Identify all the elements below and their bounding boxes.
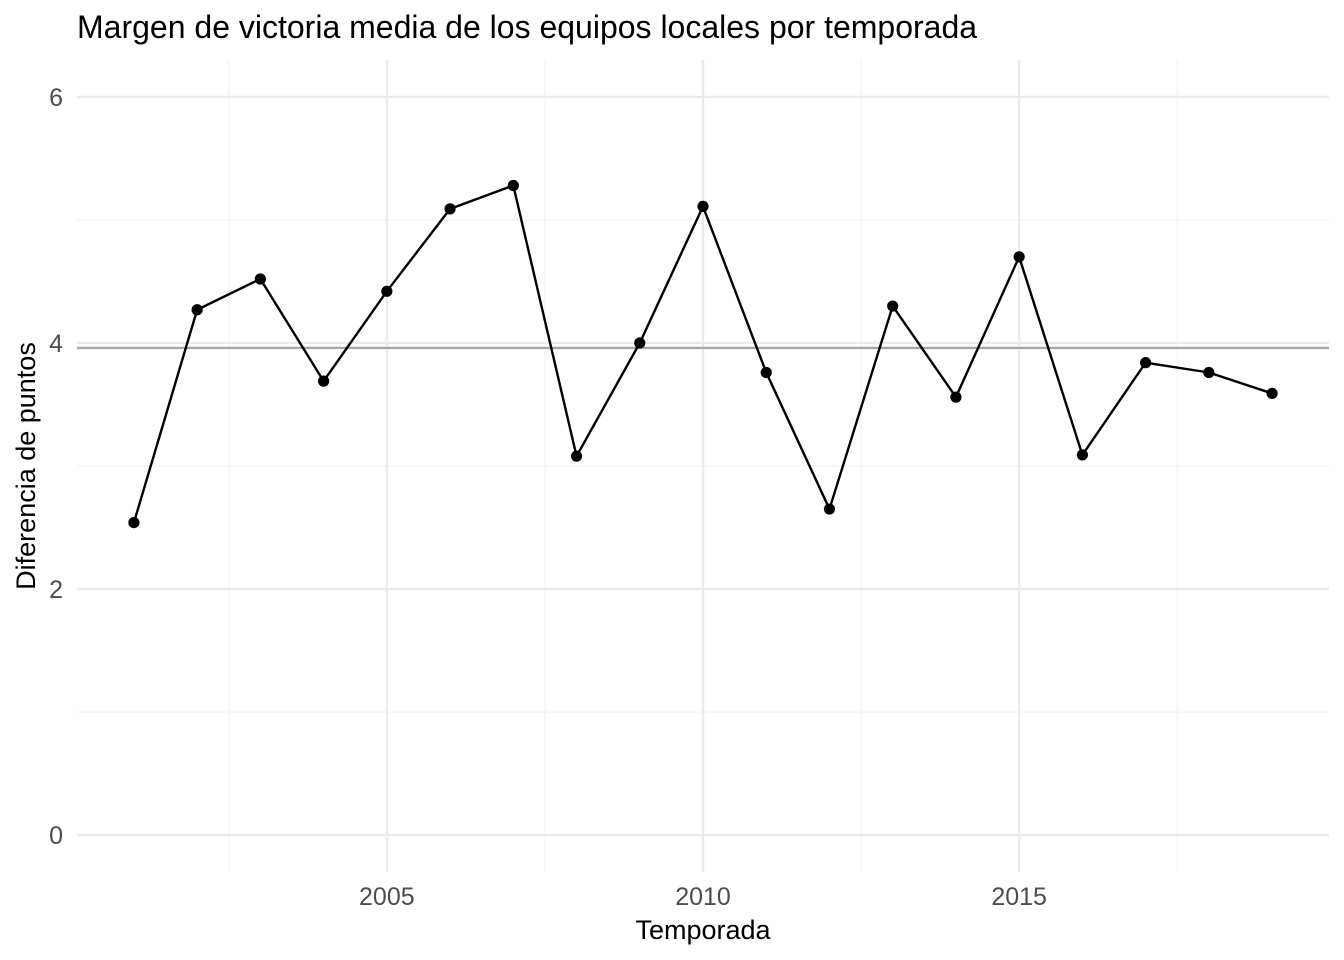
- data-point: [254, 273, 266, 285]
- data-point: [570, 450, 583, 462]
- y-tick-label: 6: [49, 84, 63, 112]
- data-point: [823, 503, 836, 515]
- major-gridlines: [77, 60, 1329, 872]
- points-layer: [128, 179, 1278, 529]
- y-tick-label: 2: [49, 576, 63, 604]
- data-point: [381, 285, 393, 297]
- data-point: [887, 300, 899, 312]
- chart-title: Margen de victoria media de los equipos …: [77, 9, 977, 45]
- data-point: [697, 200, 709, 213]
- x-tick-labels: 2005 2010 2015: [359, 883, 1047, 911]
- y-tick-label: 0: [49, 822, 63, 850]
- data-point: [444, 203, 456, 215]
- data-point: [128, 516, 140, 529]
- x-tick-label: 2015: [991, 883, 1047, 911]
- data-point: [950, 391, 962, 403]
- data-point: [1203, 366, 1215, 379]
- data-point: [1076, 449, 1088, 461]
- data-point: [760, 366, 772, 379]
- data-point: [634, 337, 646, 349]
- data-point: [318, 375, 330, 387]
- data-point: [1266, 387, 1278, 400]
- y-axis-title: Diferencia de puntos: [11, 342, 41, 590]
- x-tick-label: 2005: [359, 883, 415, 911]
- x-tick-label: 2010: [675, 883, 731, 911]
- data-point: [507, 179, 519, 192]
- y-tick-label: 4: [49, 330, 63, 358]
- data-point: [191, 304, 203, 316]
- data-point: [1013, 251, 1025, 263]
- x-axis-title: Temporada: [635, 915, 771, 945]
- y-tick-labels: 0 2 4 6: [49, 84, 63, 850]
- data-point: [1140, 357, 1152, 369]
